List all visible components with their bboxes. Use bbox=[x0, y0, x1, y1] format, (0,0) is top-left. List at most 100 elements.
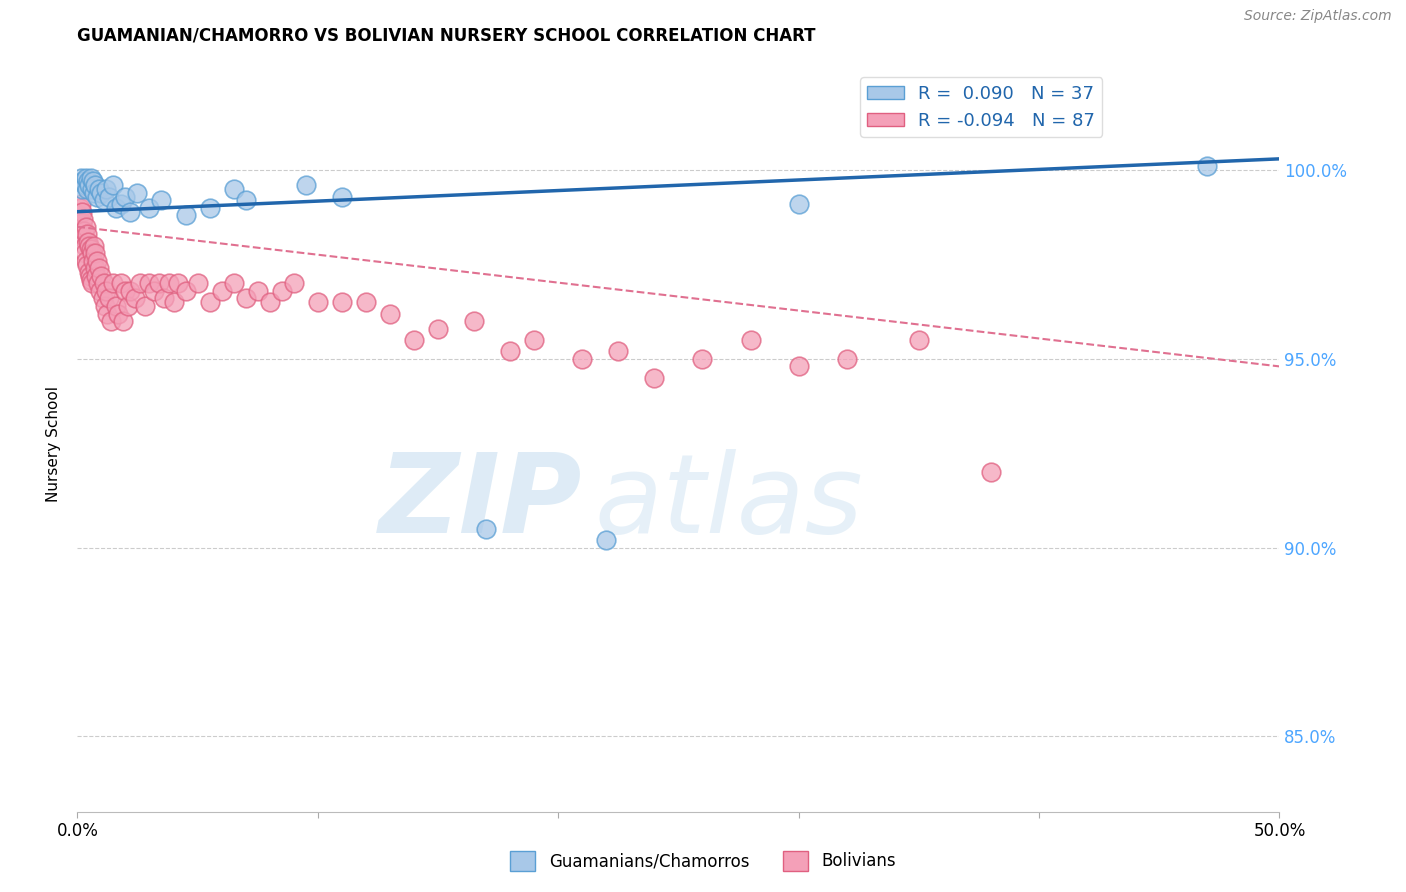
Point bbox=[167, 277, 190, 291]
Point bbox=[67, 219, 90, 234]
Point bbox=[222, 182, 245, 196]
Point bbox=[93, 194, 115, 208]
Point bbox=[330, 189, 353, 203]
Point bbox=[148, 277, 170, 291]
Point bbox=[77, 235, 100, 249]
Point bbox=[523, 333, 546, 347]
Point bbox=[427, 321, 450, 335]
Point bbox=[96, 182, 118, 196]
Point bbox=[307, 295, 329, 310]
Point bbox=[79, 238, 101, 252]
Point bbox=[153, 292, 176, 306]
Point bbox=[84, 268, 107, 283]
Point bbox=[235, 292, 257, 306]
Point bbox=[1197, 160, 1219, 174]
Point bbox=[270, 284, 292, 298]
Point bbox=[70, 197, 93, 211]
Point bbox=[499, 344, 522, 359]
Point bbox=[89, 284, 111, 298]
Point bbox=[87, 182, 110, 196]
Text: GUAMANIAN/CHAMORRO VS BOLIVIAN NURSERY SCHOOL CORRELATION CHART: GUAMANIAN/CHAMORRO VS BOLIVIAN NURSERY S… bbox=[77, 26, 815, 44]
Point bbox=[235, 194, 257, 208]
Point bbox=[111, 314, 134, 328]
Point bbox=[70, 204, 93, 219]
Point bbox=[259, 295, 281, 310]
Point bbox=[72, 212, 94, 227]
Point bbox=[120, 284, 142, 298]
Point bbox=[77, 265, 100, 279]
Point bbox=[67, 209, 90, 223]
Point bbox=[86, 253, 108, 268]
Point bbox=[174, 284, 197, 298]
Point bbox=[75, 219, 97, 234]
Point bbox=[143, 284, 166, 298]
Point bbox=[117, 299, 139, 313]
Point bbox=[100, 314, 122, 328]
Point bbox=[162, 295, 184, 310]
Point bbox=[86, 189, 108, 203]
Point bbox=[110, 197, 132, 211]
Text: Source: ZipAtlas.com: Source: ZipAtlas.com bbox=[1244, 9, 1392, 22]
Point bbox=[87, 277, 110, 291]
Point bbox=[79, 243, 101, 257]
Point bbox=[835, 351, 858, 366]
Text: ZIP: ZIP bbox=[378, 450, 582, 556]
Point bbox=[72, 174, 94, 188]
Point bbox=[79, 170, 101, 185]
Point bbox=[82, 253, 104, 268]
Point bbox=[94, 299, 117, 313]
Point bbox=[120, 204, 142, 219]
Point bbox=[97, 189, 120, 203]
Point bbox=[83, 238, 105, 252]
Point bbox=[330, 295, 353, 310]
Point bbox=[90, 268, 112, 283]
Point bbox=[96, 307, 118, 321]
Point bbox=[104, 201, 127, 215]
Legend: R =  0.090   N = 37, R = -0.094   N = 87: R = 0.090 N = 37, R = -0.094 N = 87 bbox=[860, 78, 1102, 137]
Point bbox=[79, 178, 101, 193]
Point bbox=[82, 174, 104, 188]
Y-axis label: Nursery School: Nursery School bbox=[45, 385, 60, 502]
Point bbox=[84, 178, 107, 193]
Point bbox=[294, 178, 316, 193]
Point bbox=[70, 216, 93, 230]
Point bbox=[75, 170, 97, 185]
Point bbox=[80, 272, 103, 286]
Point bbox=[127, 186, 149, 200]
Point bbox=[643, 370, 665, 384]
Point bbox=[70, 182, 93, 196]
Point bbox=[96, 284, 118, 298]
Point bbox=[104, 299, 127, 313]
Point bbox=[93, 277, 115, 291]
Point bbox=[138, 201, 160, 215]
Point bbox=[76, 258, 98, 272]
Point bbox=[283, 277, 305, 291]
Point bbox=[83, 261, 105, 276]
Point bbox=[150, 194, 173, 208]
Point bbox=[187, 277, 209, 291]
Point bbox=[91, 292, 114, 306]
Point bbox=[110, 277, 132, 291]
Point bbox=[80, 246, 103, 260]
Point bbox=[354, 295, 377, 310]
Point bbox=[69, 201, 91, 215]
Point bbox=[378, 307, 401, 321]
Point bbox=[157, 277, 180, 291]
Point bbox=[73, 223, 96, 237]
Point bbox=[72, 231, 94, 245]
Point bbox=[87, 261, 110, 276]
Point bbox=[787, 359, 810, 374]
Point bbox=[103, 178, 125, 193]
Point bbox=[124, 292, 146, 306]
Point bbox=[222, 277, 245, 291]
Point bbox=[79, 268, 101, 283]
Point bbox=[134, 299, 156, 313]
Point bbox=[73, 238, 96, 252]
Point bbox=[128, 277, 150, 291]
Point bbox=[211, 284, 233, 298]
Point bbox=[97, 292, 120, 306]
Point bbox=[80, 182, 103, 196]
Point bbox=[138, 277, 160, 291]
Point bbox=[73, 246, 96, 260]
Point bbox=[77, 174, 100, 188]
